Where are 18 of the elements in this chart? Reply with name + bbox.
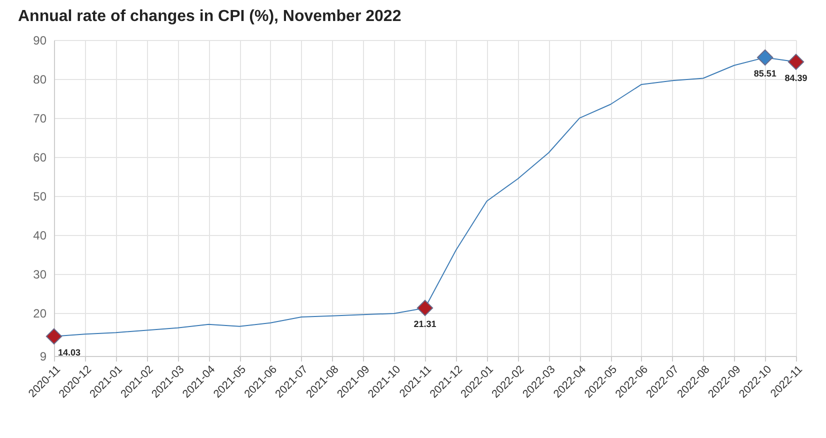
y-tick-label: 40 [33, 228, 47, 243]
y-tick-label: 80 [33, 72, 47, 87]
chart-title: Annual rate of changes in CPI (%), November 2022 [18, 8, 402, 25]
point [416, 300, 434, 316]
y-tick-label: 90 [33, 34, 47, 48]
data-label: 21.31 [414, 318, 436, 329]
y-tick-label: 20 [33, 306, 47, 321]
point [788, 54, 804, 70]
y-tick-label: 50 [33, 190, 47, 204]
y-tick-label: 30 [33, 268, 47, 282]
data-label: 85.51 [754, 68, 776, 79]
y-tick-label: 60 [33, 150, 47, 165]
data-label: 14.03 [58, 347, 81, 358]
point [757, 49, 774, 66]
y-tick-label: 9 [40, 350, 47, 364]
y-tick-label: 70 [33, 112, 47, 126]
point [46, 328, 62, 344]
data-label: 84.39 [784, 72, 808, 83]
